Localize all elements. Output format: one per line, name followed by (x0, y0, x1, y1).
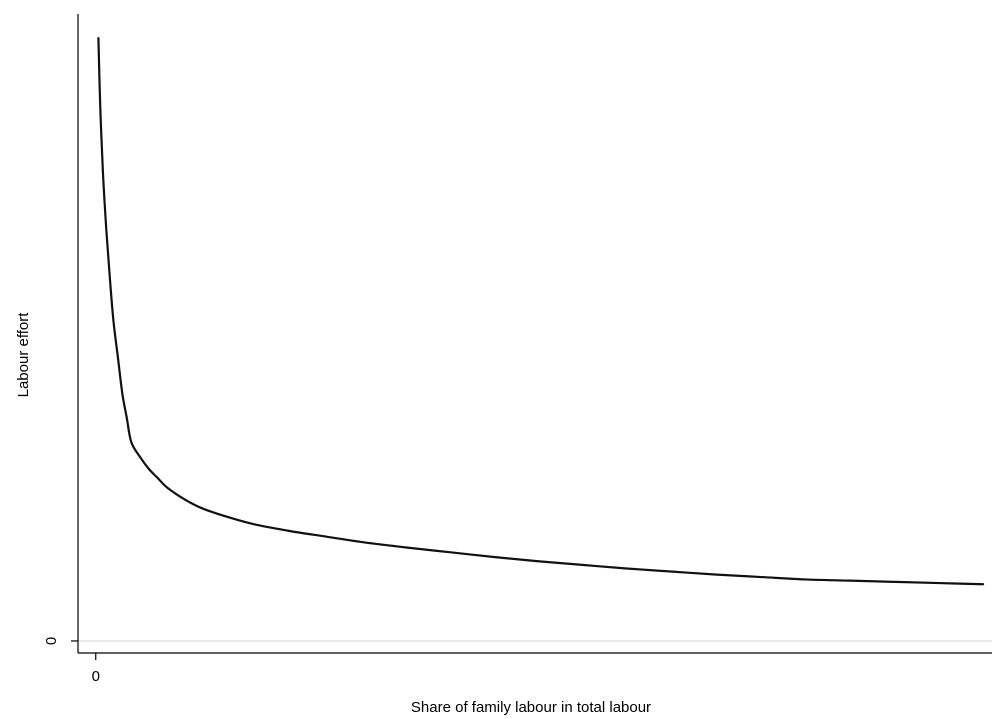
series-line-0 (97, 37, 985, 586)
x-axis-label: Share of family labour in total labour (411, 699, 651, 716)
y-tick-label: 0 (43, 637, 60, 645)
y-axis-label: Labour effort (15, 312, 32, 398)
axes: 00 (43, 14, 992, 685)
x-tick-label: 0 (92, 668, 100, 685)
plot-area (78, 37, 992, 642)
